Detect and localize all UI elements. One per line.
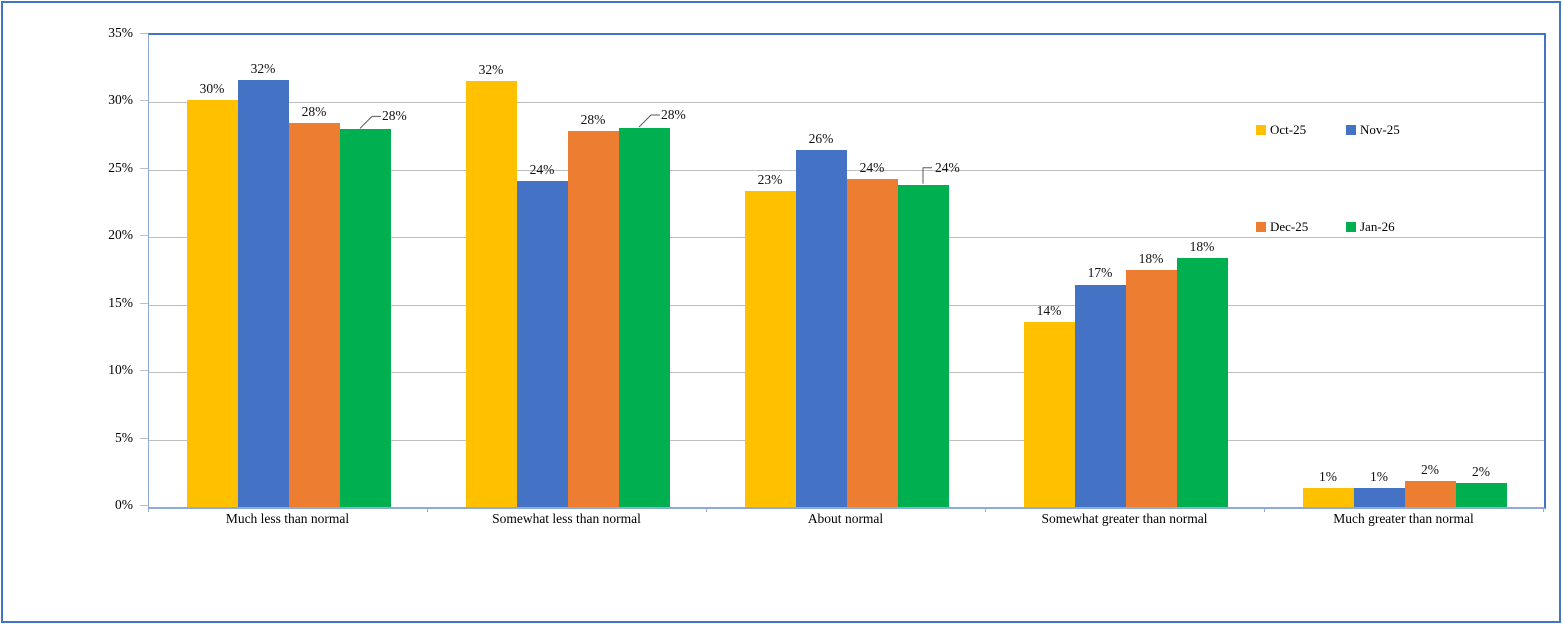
bar-Jan-26-cat1[interactable] [618, 128, 670, 507]
legend-label-Jan-26: Jan-26 [1360, 219, 1395, 234]
y-tick-label-25: 25% [108, 159, 133, 175]
bar-Jan-26-cat4[interactable] [1455, 482, 1507, 507]
chart-legend: Oct-25 Nov-25 Dec-25 Jan-26 [1256, 122, 1446, 242]
bar-Oct-25-cat2[interactable] [744, 191, 796, 507]
bar-Jan-26-cat2[interactable] [897, 184, 949, 507]
data-label-Jan-26-cat3: 18% [1189, 238, 1215, 254]
category-label-2: About normal [807, 511, 884, 526]
bar-Nov-25-cat0[interactable] [237, 79, 289, 507]
y-tick-mark-25 [140, 167, 148, 169]
x-tick-mark-2 [706, 507, 707, 512]
y-tick-label-35: 35% [108, 25, 133, 40]
bar-Nov-25-cat4[interactable] [1353, 488, 1405, 507]
data-label-Jan-26-cat1: 28% [661, 107, 686, 123]
data-label-Jan-26-cat4: 2% [1472, 463, 1490, 479]
bar-Nov-25-cat2[interactable] [795, 149, 847, 507]
y-tick-mark-5 [140, 437, 148, 439]
y-tick-label-10: 10% [108, 362, 133, 378]
data-label-Jan-26-cat0: 28% [382, 108, 407, 124]
bar-Jan-26-cat3[interactable] [1176, 257, 1228, 507]
data-label-Nov-25-cat3: 17% [1087, 265, 1113, 281]
plot-area: 30% 32% 28% 28% 32% 24% 28% 28% 23% 26% 24% 24% 14% 1… [148, 33, 1546, 509]
bar-Nov-25-cat1[interactable] [516, 180, 568, 507]
y-tick-label-30: 30% [108, 92, 133, 108]
bar-Dec-25-cat2[interactable] [846, 179, 898, 507]
data-label-Dec-25-cat3: 18% [1138, 250, 1164, 266]
data-label-Nov-25-cat1: 24% [529, 161, 555, 177]
gridline-25 [149, 169, 1544, 171]
legend-swatch-icon-Nov-25 [1346, 125, 1356, 135]
y-tick-label-0: 0% [115, 497, 133, 512]
x-tick-mark-3 [985, 507, 986, 512]
data-label-Nov-25-cat0: 32% [250, 60, 276, 76]
legend-label-Oct-25: Oct-25 [1270, 122, 1307, 137]
bar-Oct-25-cat4[interactable] [1302, 488, 1354, 507]
data-label-Oct-25-cat0: 30% [199, 80, 225, 96]
data-label-Dec-25-cat4: 2% [1421, 462, 1439, 478]
y-tick-label-15: 15% [108, 294, 133, 310]
bar-Jan-26-cat0[interactable] [339, 129, 391, 507]
legend-item-Dec-25[interactable]: Dec-25 [1256, 219, 1308, 235]
y-tick-mark-35 [140, 33, 148, 34]
y-tick-mark-10 [140, 370, 148, 372]
data-label-Nov-25-cat4: 1% [1370, 469, 1388, 485]
bar-Oct-25-cat0[interactable] [186, 99, 238, 507]
legend-item-Nov-25[interactable]: Nov-25 [1346, 122, 1400, 138]
data-label-Jan-26-cat2: 24% [935, 159, 960, 175]
category-label-3: Somewhat greater than normal [1041, 511, 1208, 526]
bar-Dec-25-cat0[interactable] [288, 122, 340, 507]
bar-Dec-25-cat1[interactable] [567, 130, 619, 507]
y-tick-mark-0 [140, 505, 148, 506]
x-tick-mark-1 [427, 507, 428, 512]
category-label-1: Somewhat less than normal [492, 511, 641, 526]
bar-Oct-25-cat1[interactable] [465, 80, 517, 507]
data-label-Oct-25-cat4: 1% [1319, 469, 1337, 485]
category-label-0: Much less than normal [225, 511, 350, 526]
legend-swatch-icon-Oct-25 [1256, 125, 1266, 135]
x-tick-mark-5 [1543, 507, 1544, 512]
legend-label-Nov-25: Nov-25 [1360, 122, 1400, 137]
data-label-Dec-25-cat1: 28% [580, 111, 606, 127]
data-label-Nov-25-cat2: 26% [808, 130, 834, 146]
legend-item-Oct-25[interactable]: Oct-25 [1256, 122, 1306, 138]
x-tick-mark-4 [1264, 507, 1265, 512]
gridline-30 [149, 102, 1544, 104]
x-tick-mark-0 [148, 507, 149, 512]
legend-swatch-icon-Jan-26 [1346, 222, 1356, 232]
data-label-Oct-25-cat1: 32% [478, 61, 504, 77]
category-label-4: Much greater than normal [1333, 511, 1474, 526]
data-label-Oct-25-cat3: 14% [1036, 303, 1062, 319]
y-tick-label-5: 5% [115, 429, 133, 445]
legend-item-Jan-26[interactable]: Jan-26 [1346, 219, 1395, 235]
data-label-Oct-25-cat2: 23% [757, 172, 783, 188]
bar-Nov-25-cat3[interactable] [1074, 284, 1126, 507]
bar-Oct-25-cat3[interactable] [1023, 322, 1075, 507]
y-tick-mark-15 [140, 302, 148, 304]
legend-label-Dec-25: Dec-25 [1270, 219, 1309, 234]
y-tick-label-20: 20% [108, 227, 133, 243]
bar-Dec-25-cat3[interactable] [1125, 269, 1177, 507]
data-label-Dec-25-cat0: 28% [301, 103, 327, 119]
legend-swatch-icon-Dec-25 [1256, 222, 1266, 232]
data-label-Dec-25-cat2: 24% [859, 160, 885, 176]
bar-Dec-25-cat4[interactable] [1404, 481, 1456, 507]
y-tick-mark-30 [140, 100, 148, 102]
y-tick-mark-20 [140, 235, 148, 237]
